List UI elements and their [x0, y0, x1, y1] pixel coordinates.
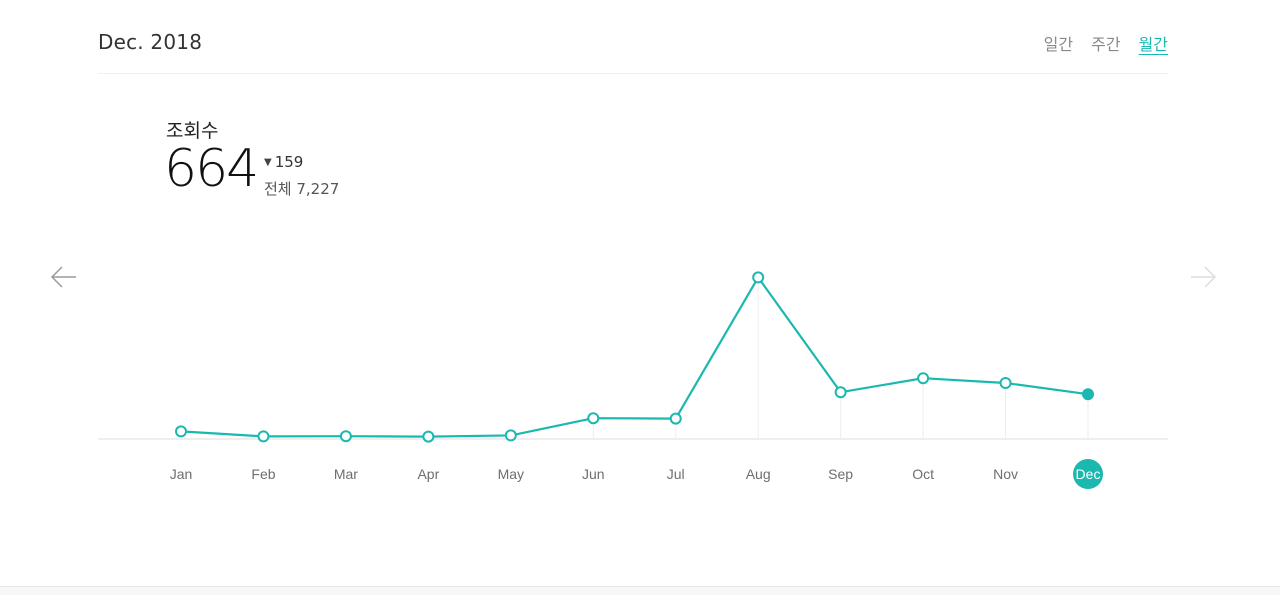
x-tick-label: Jan	[170, 466, 193, 482]
triangle-down-icon: ▼	[264, 156, 272, 168]
page-title: Dec. 2018	[98, 30, 203, 54]
x-tick-label: Mar	[334, 466, 358, 482]
data-point	[999, 377, 1012, 389]
data-point	[175, 425, 187, 438]
x-tick-label: Aug	[746, 466, 771, 482]
prev-period-button[interactable]	[50, 262, 78, 296]
data-point	[1082, 388, 1094, 401]
metric-value: 664	[164, 139, 259, 199]
x-tick-label: Nov	[993, 466, 1018, 482]
tab-monthly[interactable]: 월간	[1138, 35, 1168, 54]
data-point	[504, 429, 517, 442]
x-tick-label: Sep	[828, 466, 853, 482]
selected-month-highlight	[1073, 459, 1103, 489]
data-point	[752, 271, 765, 284]
data-point	[257, 430, 270, 443]
data-point	[917, 372, 930, 385]
x-tick-label: May	[498, 466, 524, 482]
x-tick-label: Jul	[667, 466, 685, 482]
data-point	[669, 412, 682, 425]
metric-change-value: 159	[274, 153, 304, 171]
data-point	[422, 430, 435, 443]
metric-label: 조회수	[166, 120, 219, 142]
arrow-right-icon	[1191, 266, 1217, 288]
tab-weekly[interactable]: 주간	[1091, 35, 1121, 54]
x-tick-label: Dec	[1076, 466, 1101, 482]
data-point	[587, 412, 600, 425]
metric-total: 전체 7,227	[264, 180, 340, 198]
data-point	[834, 386, 847, 399]
arrow-left-icon	[50, 266, 76, 288]
footer-divider	[0, 586, 1280, 595]
header-divider	[98, 73, 1168, 74]
data-point	[339, 430, 352, 443]
metric-change: ▼ 159	[264, 153, 303, 171]
period-tabs: 일간 주간 월간	[1044, 31, 1168, 55]
x-tick-label: Apr	[417, 466, 439, 482]
series-line	[180, 276, 1089, 438]
x-tick-label: Oct	[912, 466, 934, 482]
x-tick-label: Jun	[582, 466, 605, 482]
tab-daily[interactable]: 일간	[1043, 35, 1074, 54]
next-period-button[interactable]	[1189, 262, 1217, 296]
x-tick-label: Feb	[251, 466, 275, 482]
